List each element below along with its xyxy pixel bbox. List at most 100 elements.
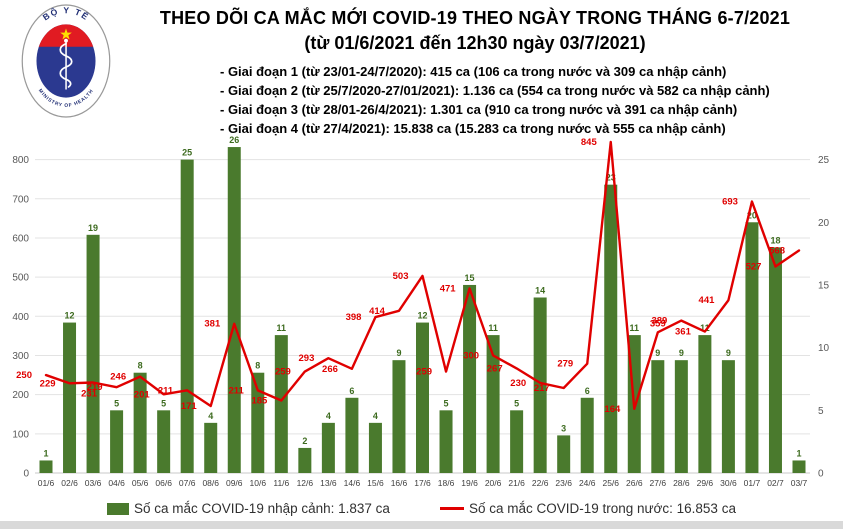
domestic-line-value-label: 201 <box>134 389 151 400</box>
imported-bar-value-label: 4 <box>373 411 378 421</box>
domestic-line-value-label: 845 <box>581 137 598 148</box>
imported-bar-value-label: 1 <box>43 448 48 458</box>
domestic-line-value-label: 250 <box>16 370 32 381</box>
line-series-swatch <box>439 506 464 511</box>
domestic-line-value-label: 266 <box>322 364 338 375</box>
imported-bar <box>439 410 453 473</box>
imported-bar-value-label: 19 <box>88 223 98 233</box>
left-axis-tick-label: 500 <box>12 273 29 284</box>
imported-bar <box>745 222 759 473</box>
imported-bar <box>321 422 335 473</box>
left-axis-tick-label: 700 <box>12 194 29 205</box>
left-axis-tick-label: 200 <box>12 390 29 401</box>
x-axis-label: 29/6 <box>697 478 714 488</box>
imported-bar <box>39 460 53 473</box>
x-axis-label: 01/7 <box>744 478 761 488</box>
domestic-line-value-label: 164 <box>604 404 621 415</box>
imported-bar <box>533 297 547 473</box>
domestic-line-value-label: 414 <box>369 306 386 317</box>
right-axis-tick-label: 25 <box>818 155 830 166</box>
phase-line-3: - Giai đoạn 3 (từ 28/01-26/4/2021): 1.30… <box>220 102 738 117</box>
phase-summary: - Giai đoạn 1 (từ 23/01-24/7/2020): 415 … <box>220 62 770 138</box>
imported-bar <box>792 460 806 473</box>
bottom-strip <box>0 521 843 529</box>
right-axis-tick-label: 0 <box>818 469 824 480</box>
domestic-line-value-label: 185 <box>251 396 268 407</box>
domestic-line-value-label: 568 <box>769 245 785 256</box>
x-axis-label: 25/6 <box>602 478 619 488</box>
domestic-line-value-label: 389 <box>651 316 667 327</box>
x-axis-label: 14/6 <box>344 478 361 488</box>
imported-bar-value-label: 6 <box>585 386 590 396</box>
x-axis-label: 22/6 <box>532 478 549 488</box>
imported-bar <box>133 372 147 473</box>
imported-bar <box>698 335 712 473</box>
domestic-line-value-label: 219 <box>87 382 103 393</box>
imported-bar-value-label: 9 <box>679 348 684 358</box>
x-axis-label: 11/6 <box>273 478 289 488</box>
imported-bar-value-label: 15 <box>465 273 475 283</box>
domestic-line-value-label: 293 <box>299 353 315 364</box>
imported-bar <box>768 247 782 473</box>
imported-bar-value-label: 8 <box>138 361 143 371</box>
imported-bar-value-label: 26 <box>229 135 239 145</box>
chart-title: THEO DÕI CA MẮC MỚI COVID-19 THEO NGÀY T… <box>159 8 791 28</box>
x-axis-label: 04/6 <box>108 478 125 488</box>
imported-bar <box>510 410 524 473</box>
imported-bar <box>463 284 477 473</box>
chart-subtitle: (từ 01/6/2021 đến 12h30 ngày 03/7/2021) <box>304 33 646 53</box>
imported-bar <box>86 234 100 473</box>
domestic-line-value-label: 693 <box>722 197 738 208</box>
phase-line-1: - Giai đoạn 1 (từ 23/01-24/7/2020): 415 … <box>220 64 727 79</box>
imported-bar <box>651 360 665 473</box>
x-axis-label: 07/6 <box>179 478 196 488</box>
x-axis-label: 08/6 <box>202 478 219 488</box>
domestic-line-value-label: 217 <box>534 383 550 394</box>
imported-bar <box>298 447 312 473</box>
right-axis-tick-label: 15 <box>818 280 830 291</box>
legend-item-domestic: Số ca mắc COVID-19 trong nước: 16.853 ca <box>439 501 736 516</box>
logo-star-icon <box>60 28 72 40</box>
imported-bar <box>604 184 618 473</box>
imported-bar-value-label: 14 <box>535 285 545 295</box>
imported-bar-value-label: 12 <box>65 311 75 321</box>
imported-bar <box>180 159 194 473</box>
imported-bar-value-label: 5 <box>514 398 519 408</box>
imported-bar <box>721 360 735 473</box>
legend-item-imported: Số ca mắc COVID-19 nhập cảnh: 1.837 ca <box>107 501 390 516</box>
x-axis-label: 19/6 <box>461 478 478 488</box>
x-axis-label: 17/6 <box>414 478 431 488</box>
x-axis-label: 16/6 <box>391 478 408 488</box>
x-axis-label: 10/6 <box>250 478 267 488</box>
x-axis-label: 18/6 <box>438 478 455 488</box>
imported-bar <box>557 435 571 473</box>
logo-staff <box>65 41 67 90</box>
left-axis-tick-label: 100 <box>12 429 29 440</box>
x-axis-label: 24/6 <box>579 478 596 488</box>
phase-line-4: - Giai đoạn 4 (từ 27/4/2021): 15.838 ca … <box>220 121 726 136</box>
domestic-line-value-label: 361 <box>675 327 692 338</box>
x-axis-label: 28/6 <box>673 478 690 488</box>
domestic-line-value-label: 211 <box>158 385 174 396</box>
imported-bar <box>392 360 406 473</box>
domestic-line-value-label: 279 <box>557 359 573 370</box>
imported-bar-value-label: 9 <box>726 348 731 358</box>
domestic-line-value-label: 398 <box>346 312 362 323</box>
legend-label-domestic: Số ca mắc COVID-19 trong nước: 16.853 ca <box>468 501 736 516</box>
domestic-line-value-label: 229 <box>40 378 56 389</box>
x-axis-label: 21/6 <box>508 478 525 488</box>
moh-logo: BỘ Y TẾ MINISTRY OF HEALTH <box>21 4 111 118</box>
imported-bar-value-label: 4 <box>208 411 213 421</box>
imported-bar-value-label: 9 <box>655 348 660 358</box>
left-axis-tick-label: 400 <box>12 312 29 323</box>
imported-bar <box>580 397 594 473</box>
left-axis-tick-label: 0 <box>23 469 29 480</box>
domestic-line-value-label: 359 <box>650 318 666 329</box>
logo-snake-icon <box>59 42 73 88</box>
x-axis-label: 20/6 <box>485 478 502 488</box>
right-axis-tick-label: 10 <box>818 343 830 354</box>
imported-bar-value-label: 2 <box>302 436 307 446</box>
imported-bar-value-label: 5 <box>444 398 449 408</box>
domestic-line-value-label: 231 <box>81 389 98 400</box>
